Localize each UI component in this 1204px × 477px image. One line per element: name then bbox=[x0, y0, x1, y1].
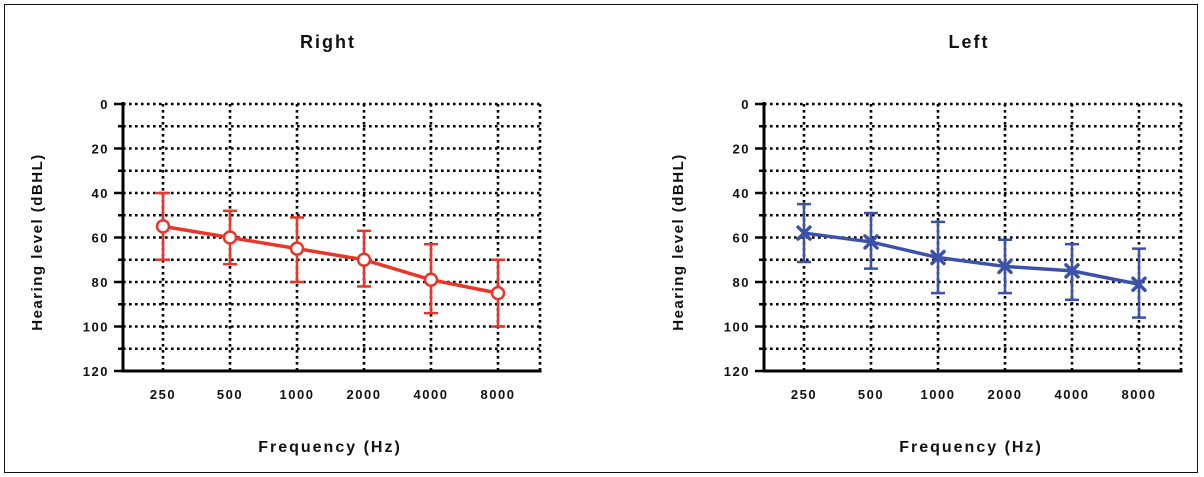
data-point bbox=[356, 252, 372, 267]
y-tick-label: 20 bbox=[92, 142, 109, 157]
x-tick-label: 500 bbox=[858, 387, 884, 402]
plot-right: 0 20 40 60 80 100 120 250 500 1000 2000 4000 8000 bbox=[83, 97, 542, 402]
x-tick-label: 2000 bbox=[988, 387, 1023, 402]
data-point bbox=[222, 230, 238, 245]
y-tick-label: 80 bbox=[733, 275, 750, 290]
plot-left: 0 20 40 60 80 100 120 250 500 1000 2000 4000 8000 bbox=[724, 97, 1183, 402]
y-tick-label: 60 bbox=[733, 231, 750, 246]
data-point bbox=[155, 219, 171, 234]
x-axis-label-right: Frequency (Hz) bbox=[258, 439, 402, 456]
y-tick-label: 20 bbox=[733, 142, 750, 157]
y-tick-label: 40 bbox=[733, 186, 750, 201]
x-tick-label: 8000 bbox=[481, 387, 516, 402]
data-point bbox=[423, 272, 439, 288]
chart-title-right: Right bbox=[300, 32, 356, 52]
x-axis-label-left: Frequency (Hz) bbox=[899, 439, 1043, 456]
data-point bbox=[1064, 263, 1080, 279]
data-point bbox=[1131, 276, 1147, 292]
data-point bbox=[796, 225, 812, 241]
series-line bbox=[162, 224, 499, 295]
y-tick-label: 120 bbox=[724, 364, 750, 379]
y-tick-label: 100 bbox=[83, 320, 109, 335]
y-tick-label: 60 bbox=[92, 231, 109, 246]
y-axis-label-right: Hearing level (dBHL) bbox=[29, 153, 46, 331]
x-tick-label: 4000 bbox=[1055, 387, 1090, 402]
x-tick-label: 250 bbox=[150, 387, 176, 402]
y-tick-label: 40 bbox=[92, 186, 109, 201]
chart-title-left: Left bbox=[949, 32, 990, 52]
x-tick-label: 8000 bbox=[1122, 387, 1157, 402]
x-tick-label: 1000 bbox=[280, 387, 315, 402]
y-tick-label: 80 bbox=[92, 275, 109, 290]
data-point bbox=[490, 285, 506, 301]
x-tick-label: 250 bbox=[791, 387, 817, 402]
data-point bbox=[289, 241, 305, 256]
y-tick-label: 0 bbox=[741, 97, 750, 112]
data-point bbox=[997, 258, 1013, 275]
y-tick-label: 120 bbox=[83, 364, 109, 379]
x-tick-label: 500 bbox=[217, 387, 243, 402]
y-tick-label: 0 bbox=[100, 97, 109, 112]
x-tick-label: 1000 bbox=[921, 387, 956, 402]
x-tick-label: 4000 bbox=[414, 387, 449, 402]
data-point bbox=[863, 234, 879, 250]
y-tick-label: 100 bbox=[724, 320, 750, 335]
x-tick-label: 2000 bbox=[347, 387, 382, 402]
data-point bbox=[930, 249, 946, 266]
series-line bbox=[803, 231, 1140, 286]
y-axis-label-left: Hearing level (dBHL) bbox=[670, 153, 687, 331]
